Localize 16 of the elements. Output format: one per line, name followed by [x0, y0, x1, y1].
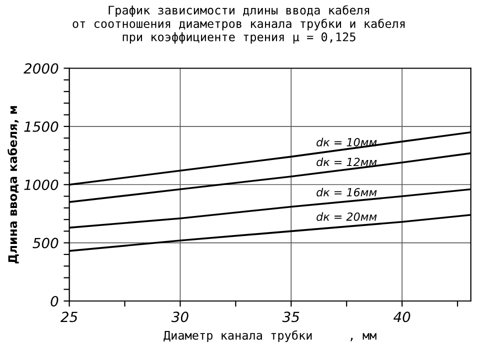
x-tick-label: 35: [282, 312, 300, 322]
x-tick-label: 40: [393, 312, 410, 322]
series-label: dк = 16мм: [316, 188, 377, 196]
y-tick-label: 1500: [24, 121, 58, 132]
y-axis-title: Длина ввода кабеля, м: [8, 106, 19, 264]
series-label: dк = 12мм: [316, 158, 377, 166]
x-tick-label: 30: [171, 312, 188, 322]
y-tick-label: 0: [50, 296, 58, 306]
y-tick-label: 500: [32, 238, 58, 248]
chart-title: График зависимости длины ввода кабеля от соотношения диаметров канала трубки и кабеля при коэффициенте трения μ = 0,125: [72, 5, 405, 44]
x-tick-label: 25: [60, 312, 78, 322]
x-axis-title: Диаметр канала трубки , мм: [164, 330, 376, 342]
series-label: dк = 10мм: [316, 138, 377, 146]
series-label: dк = 20мм: [316, 212, 377, 221]
y-tick-label: 2000: [24, 63, 58, 74]
y-tick-label: 1000: [24, 180, 58, 190]
